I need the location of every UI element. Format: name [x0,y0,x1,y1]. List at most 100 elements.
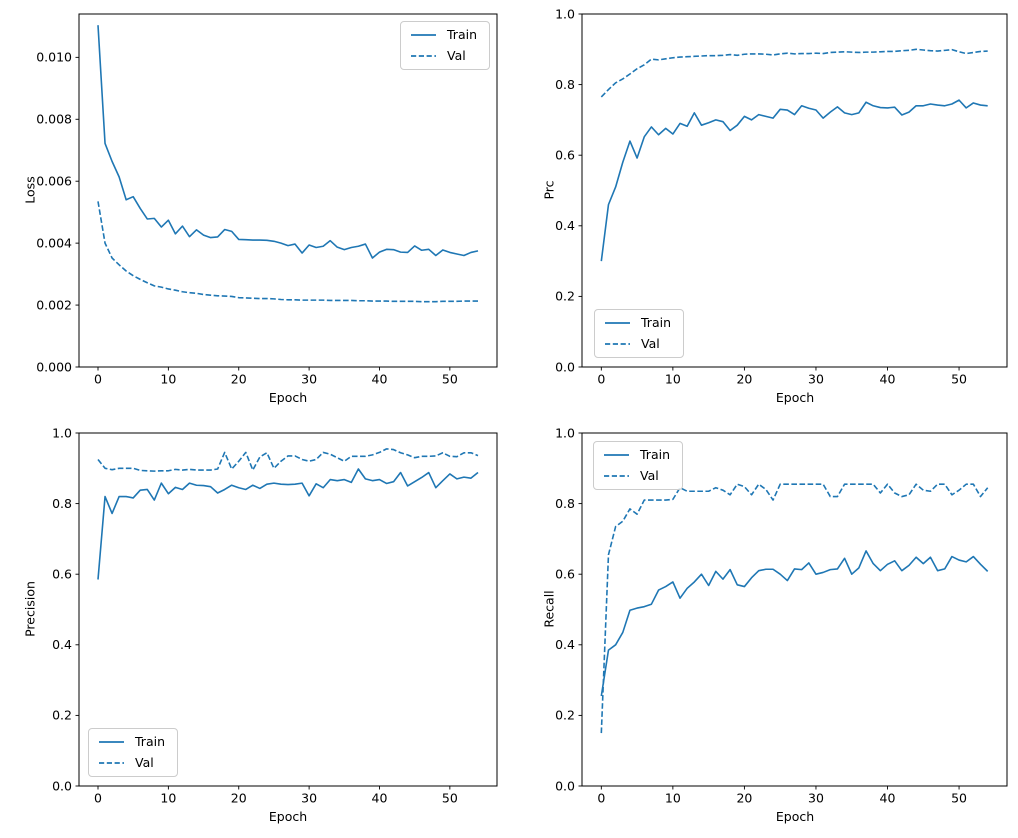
subplot-recall: 0 10 20 30 40 50 0.0 0.2 0.4 0.6 0.8 1.0 Recall Epo… [509,419,1018,838]
recall-legend-val-entry: Val [603,468,670,484]
recall-y-axis-label: Recall [541,590,557,628]
loss-train-line [97,25,479,259]
prc-train-line [600,99,988,262]
precision-y-tick-label: 0.2 [52,708,72,723]
recall-plot-area: 0 10 20 30 40 50 0.0 0.2 0.4 0.6 0.8 1.0 [555,425,1008,806]
precision-x-tick-label: 20 [231,791,247,806]
loss-y-tick-label: 0.002 [36,297,72,312]
loss-y-tick-label: 0.010 [36,50,72,65]
loss-legend-train-entry: Train [410,27,477,43]
recall-y-tick-label: 0.0 [555,778,575,793]
train-line-swatch-icon [99,741,124,743]
precision-x-tick-label: 40 [372,791,388,806]
recall-x-tick-label: 30 [808,791,824,806]
loss-x-axis-label: Epoch [268,390,308,405]
precision-plot-area: 0 10 20 30 40 50 0.0 0.2 0.4 0.6 0.8 1.0 [52,425,498,806]
precision-y-tick-label: 0.6 [52,567,72,582]
recall-val-line [600,483,989,734]
precision-legend-train-label: Train [135,734,165,749]
prc-x-axis-label: Epoch [775,390,815,405]
precision-legend-val-label: Val [135,755,154,770]
val-line-swatch-icon [411,55,436,57]
recall-y-tick-label: 0.2 [555,708,575,723]
recall-x-tick-label: 20 [736,791,752,806]
recall-y-tick-label: 0.4 [555,637,575,652]
loss-x-tick-label: 10 [160,372,176,387]
val-line-swatch-icon [99,762,124,764]
loss-x-tick-label: 0 [94,372,102,387]
prc-legend-val-entry: Val [604,336,671,352]
recall-legend-train-label: Train [640,447,670,462]
train-line-swatch-icon [411,34,436,36]
prc-y-tick-label: 0.4 [555,218,575,233]
recall-train-line [600,550,989,697]
prc-y-axis-label: Prc [541,180,557,200]
recall-y-tick-label: 1.0 [555,425,575,440]
loss-legend-train-label: Train [447,27,477,42]
loss-y-tick-label: 0.004 [36,235,72,250]
recall-y-tick-label: 0.8 [555,496,575,511]
val-line-swatch-icon [605,343,630,345]
prc-x-tick-label: 40 [880,372,896,387]
loss-x-tick-label: 40 [372,372,388,387]
recall-legend-val-label: Val [640,468,659,483]
loss-legend-val-entry: Val [410,48,477,64]
precision-x-tick-label: 30 [301,791,317,806]
prc-y-tick-label: 0.0 [555,359,575,374]
val-line-swatch-icon [604,475,629,477]
prc-x-tick-label: 20 [736,372,752,387]
precision-x-tick-label: 0 [94,791,102,806]
prc-legend-train-entry: Train [604,315,671,331]
loss-val-line [97,201,478,303]
recall-x-tick-label: 10 [665,791,681,806]
prc-y-tick-label: 0.8 [555,77,575,92]
loss-legend: Train Val [400,21,490,70]
prc-y-tick-label: 1.0 [555,6,575,21]
recall-x-tick-label: 0 [597,791,605,806]
loss-legend-val-label: Val [447,48,466,63]
train-line-swatch-icon [605,322,630,324]
recall-x-tick-label: 40 [880,791,896,806]
prc-plot-area: 0 10 20 30 40 50 0.0 0.2 0.4 0.6 0.8 1.0 [555,6,1008,387]
precision-val-line [97,448,479,472]
precision-legend: Train Val [88,728,178,777]
loss-x-tick-label: 30 [301,372,317,387]
recall-x-axis-label: Epoch [775,809,815,824]
prc-legend-train-label: Train [641,315,671,330]
prc-legend-val-label: Val [641,336,660,351]
train-line-swatch-icon [604,454,629,456]
prc-x-tick-label: 10 [665,372,681,387]
precision-x-tick-label: 10 [160,791,176,806]
precision-y-tick-label: 0.4 [52,637,72,652]
recall-axes-frame [581,432,1008,787]
loss-plot-area: 0 10 20 30 40 50 0.000 0.002 0.004 0.006 0.008 0.01… [36,13,498,387]
precision-legend-train-entry: Train [98,734,165,750]
precision-y-tick-label: 0.8 [52,496,72,511]
prc-y-tick-label: 0.6 [555,148,575,163]
prc-legend: Train Val [594,309,684,358]
prc-x-tick-label: 30 [808,372,824,387]
loss-axes-frame [78,13,498,368]
subplot-prc: 0 10 20 30 40 50 0.0 0.2 0.4 0.6 0.8 1.0 Prc Epoch … [509,0,1018,419]
prc-val-line [600,48,988,98]
loss-y-tick-label: 0.006 [36,174,72,189]
precision-train-line [97,468,479,580]
precision-legend-val-entry: Val [98,755,165,771]
precision-axes-frame [78,432,498,787]
recall-y-tick-label: 0.6 [555,567,575,582]
prc-x-tick-label: 0 [597,372,605,387]
precision-x-axis-label: Epoch [268,809,308,824]
loss-x-tick-label: 20 [231,372,247,387]
precision-y-tick-label: 1.0 [52,425,72,440]
recall-x-tick-label: 50 [951,791,967,806]
prc-y-tick-label: 0.2 [555,289,575,304]
precision-y-tick-label: 0.0 [52,778,72,793]
subplot-loss: 0 10 20 30 40 50 0.000 0.002 0.004 0.006 0.008 0.01… [0,0,509,419]
prc-x-tick-label: 50 [951,372,967,387]
loss-y-tick-label: 0.008 [36,112,72,127]
precision-y-axis-label: Precision [22,581,38,637]
loss-x-tick-label: 50 [442,372,458,387]
recall-legend-train-entry: Train [603,447,670,463]
precision-x-tick-label: 50 [442,791,458,806]
